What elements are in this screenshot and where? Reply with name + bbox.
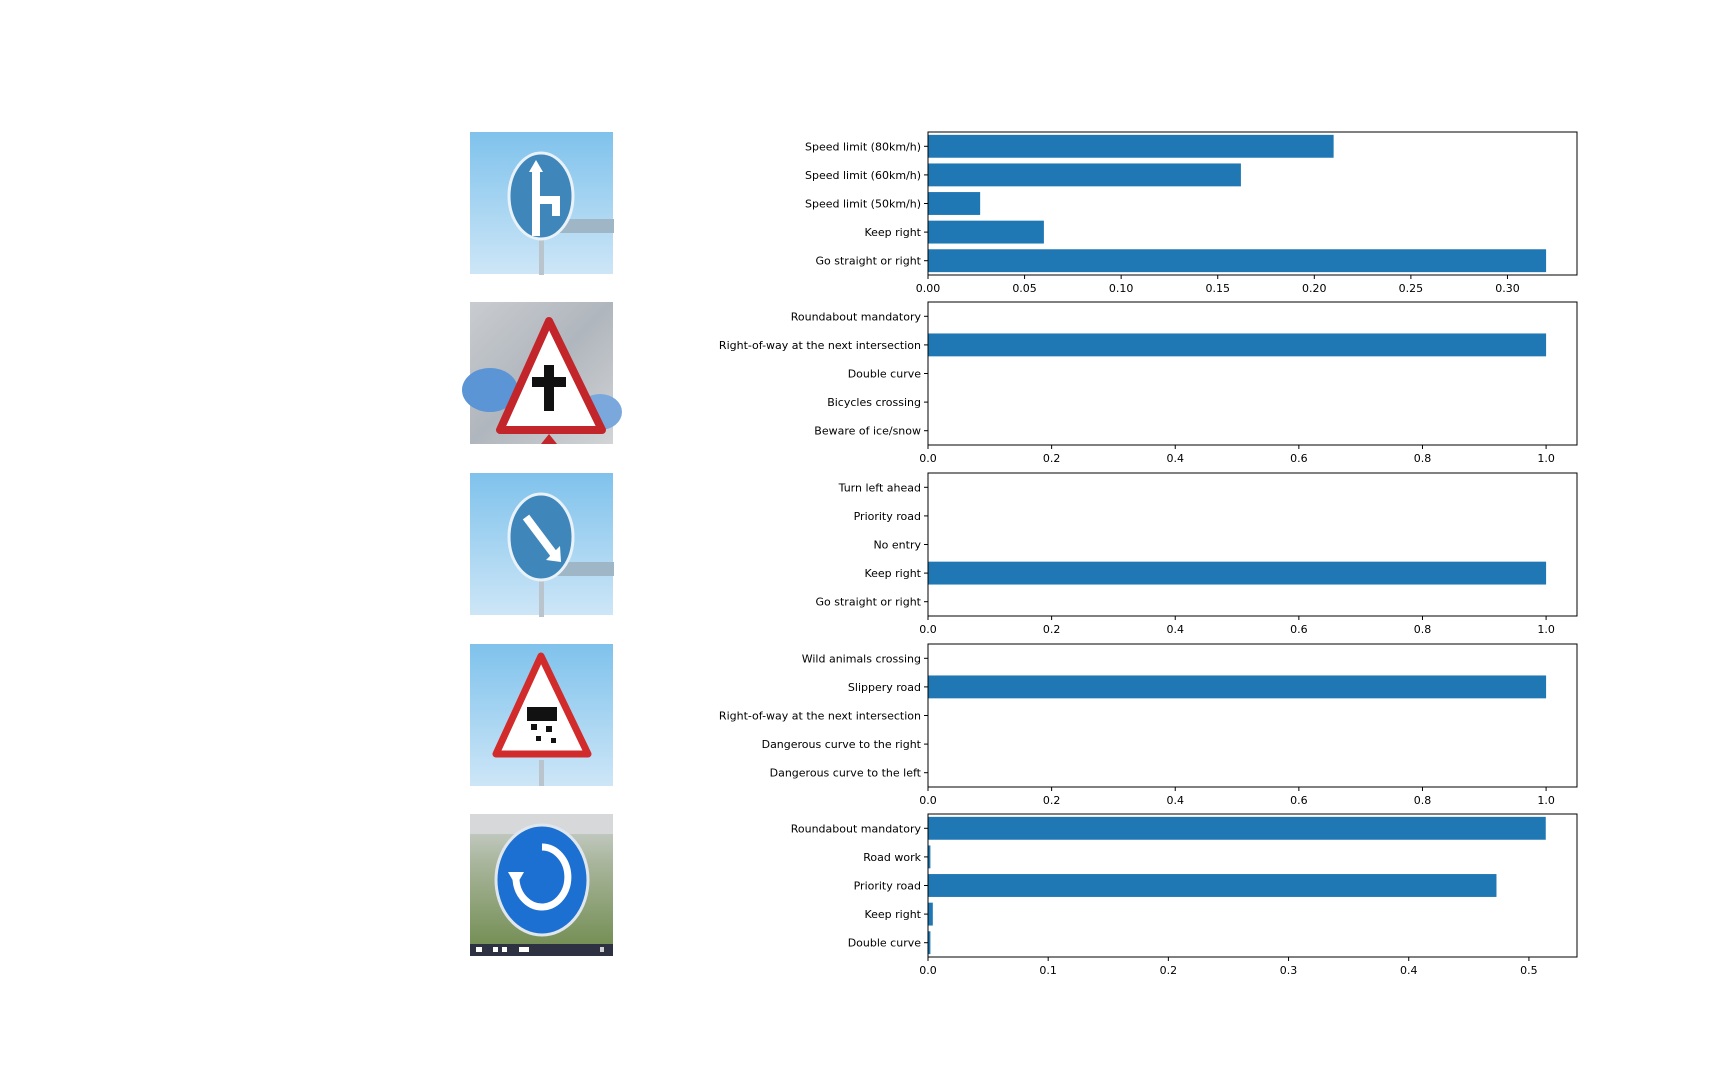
y-tick-label: Bicycles crossing	[827, 396, 921, 409]
bar	[928, 249, 1547, 273]
bar	[928, 192, 981, 215]
bar	[928, 333, 1547, 357]
axes-frame	[927, 643, 1578, 788]
x-tick-label: 0.2	[1043, 794, 1061, 807]
bar	[928, 675, 1547, 699]
y-tick-label: Roundabout mandatory	[791, 822, 922, 835]
y-tick-label: Keep right	[864, 908, 921, 921]
y-tick-label: Dangerous curve to the right	[762, 738, 922, 751]
sign-image-5	[470, 814, 613, 956]
y-tick-label: Go straight or right	[816, 255, 922, 268]
x-tick-label: 0.00	[916, 282, 941, 295]
x-tick-label: 1.0	[1537, 623, 1555, 636]
x-tick-label: 0.30	[1495, 282, 1520, 295]
y-tick-label: Right-of-way at the next intersection	[719, 339, 921, 352]
y-tick-label: Speed limit (60km/h)	[805, 169, 921, 182]
axes-frame	[927, 131, 1578, 276]
x-tick-label: 0.20	[1302, 282, 1327, 295]
y-tick-label: Priority road	[854, 510, 921, 523]
x-tick-label: 1.0	[1537, 794, 1555, 807]
bar	[928, 874, 1497, 897]
bar	[928, 902, 933, 926]
bar	[928, 163, 1241, 187]
x-tick-label: 0.0	[919, 794, 937, 807]
bar	[928, 931, 931, 955]
y-tick-label: Priority road	[854, 880, 921, 893]
x-tick-label: 0.8	[1414, 794, 1432, 807]
x-tick-label: 0.6	[1290, 794, 1308, 807]
y-tick-label: Road work	[863, 851, 921, 864]
x-tick-label: 0.25	[1399, 282, 1424, 295]
sign-image-4	[470, 644, 613, 786]
x-tick-label: 0.0	[919, 964, 937, 977]
x-tick-label: 0.0	[919, 623, 937, 636]
y-tick-label: Speed limit (50km/h)	[805, 198, 921, 211]
y-tick-label: Turn left ahead	[838, 481, 921, 494]
x-tick-label: 0.4	[1166, 452, 1184, 465]
chart-3: Go straight or right Keep right No entry Pr…	[816, 472, 1578, 636]
x-tick-label: 0.3	[1280, 964, 1298, 977]
y-tick-label: Double curve	[848, 937, 922, 950]
y-tick-label: Right-of-way at the next intersection	[719, 710, 921, 723]
chart-2: Beware of ice/snow Bicycles crossing Doubl…	[719, 301, 1578, 465]
axes-frame	[927, 301, 1578, 446]
y-tick-label: Double curve	[848, 368, 922, 381]
x-tick-label: 0.6	[1290, 452, 1308, 465]
x-tick-label: 0.4	[1166, 623, 1184, 636]
x-tick-label: 0.0	[919, 452, 937, 465]
chart-1: Go straight or right Keep right Speed limi…	[805, 131, 1578, 295]
y-tick-label: Speed limit (80km/h)	[805, 140, 921, 153]
y-tick-label: Roundabout mandatory	[791, 310, 922, 323]
x-tick-label: 1.0	[1537, 452, 1555, 465]
bar	[928, 134, 1334, 158]
chart-5: Double curve Keep right Priority road Road …	[791, 813, 1578, 977]
bar	[928, 561, 1547, 585]
bar	[928, 816, 1546, 840]
y-tick-label: Wild animals crossing	[802, 652, 921, 665]
x-tick-label: 0.2	[1043, 623, 1061, 636]
x-tick-label: 0.8	[1414, 452, 1432, 465]
y-tick-label: Keep right	[864, 226, 921, 239]
x-tick-label: 0.8	[1414, 623, 1432, 636]
y-tick-label: Go straight or right	[816, 596, 922, 609]
x-tick-label: 0.1	[1039, 964, 1057, 977]
sign-image-2	[462, 302, 622, 444]
y-tick-label: Keep right	[864, 567, 921, 580]
charts-layer: Go straight or right Keep right Speed limi…	[719, 131, 1578, 977]
x-tick-label: 0.4	[1166, 794, 1184, 807]
sign-image-1	[470, 132, 614, 275]
x-tick-label: 0.10	[1109, 282, 1134, 295]
chart-4: Dangerous curve to the left Dangerous cur…	[719, 643, 1578, 807]
x-tick-label: 0.2	[1160, 964, 1178, 977]
bar	[928, 845, 931, 869]
y-tick-label: Slippery road	[848, 681, 921, 694]
x-tick-label: 0.05	[1012, 282, 1037, 295]
x-tick-label: 0.15	[1205, 282, 1230, 295]
axes-frame	[927, 813, 1578, 958]
sign-image-3	[470, 473, 614, 617]
axes-frame	[927, 472, 1578, 617]
bar	[928, 220, 1044, 244]
x-tick-label: 0.4	[1400, 964, 1418, 977]
y-tick-label: Dangerous curve to the left	[770, 767, 922, 780]
y-tick-label: Beware of ice/snow	[814, 425, 921, 438]
y-tick-label: No entry	[873, 539, 921, 552]
x-tick-label: 0.2	[1043, 452, 1061, 465]
x-tick-label: 0.5	[1520, 964, 1538, 977]
x-tick-label: 0.6	[1290, 623, 1308, 636]
